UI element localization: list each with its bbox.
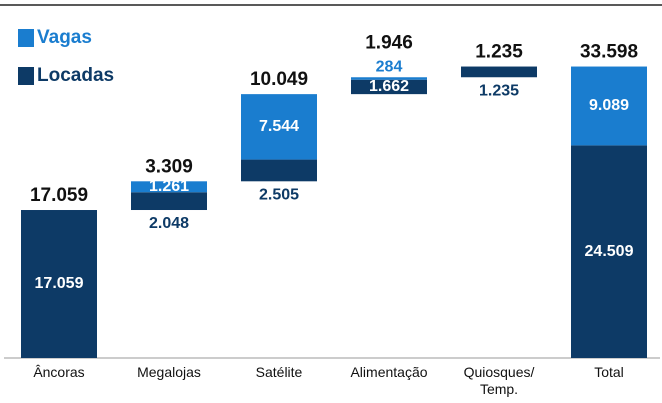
- bar-segment: [241, 94, 317, 160]
- bar-segment: [351, 79, 427, 95]
- x-tick-label: Megalojas: [137, 364, 201, 380]
- x-tick-label: Total: [594, 364, 624, 380]
- total-label: 1.235: [475, 42, 523, 63]
- total-label: 10.049: [250, 69, 308, 90]
- value-label: 17.059: [35, 275, 84, 292]
- legend-swatch: [18, 67, 34, 85]
- bar-segment: [351, 77, 427, 80]
- value-label: 284: [376, 58, 403, 75]
- bar-segment: [461, 66, 537, 78]
- value-label: 1.235: [479, 82, 519, 99]
- value-label: 7.544: [259, 118, 299, 135]
- total-label: 33.598: [580, 42, 638, 63]
- x-tick-label: Quiosques/ Temp.: [463, 364, 535, 397]
- total-label: 1.946: [365, 32, 413, 53]
- x-tick-label: Alimentação: [350, 364, 428, 380]
- value-label: 24.509: [585, 243, 634, 260]
- value-label: 1.261: [149, 178, 189, 195]
- value-label: 1.662: [369, 78, 409, 95]
- legend-label: Vagas: [37, 27, 92, 48]
- bar-segment: [571, 145, 647, 358]
- bar-segment: [131, 192, 207, 211]
- total-label: 17.059: [30, 185, 88, 206]
- x-tick-label: Satélite: [255, 364, 303, 380]
- bar-segment: [131, 181, 207, 193]
- value-label: 9.089: [589, 97, 629, 114]
- bar-segment: [241, 159, 317, 182]
- legend-label: Locadas: [37, 65, 114, 86]
- legend-swatch: [18, 29, 34, 47]
- bar-segment: [21, 210, 97, 358]
- total-label: 3.309: [145, 156, 193, 177]
- bar-segment: [571, 66, 647, 146]
- value-label: 2.505: [259, 187, 299, 204]
- x-tick-label: Âncoras: [33, 364, 85, 380]
- value-label: 2.048: [149, 215, 189, 232]
